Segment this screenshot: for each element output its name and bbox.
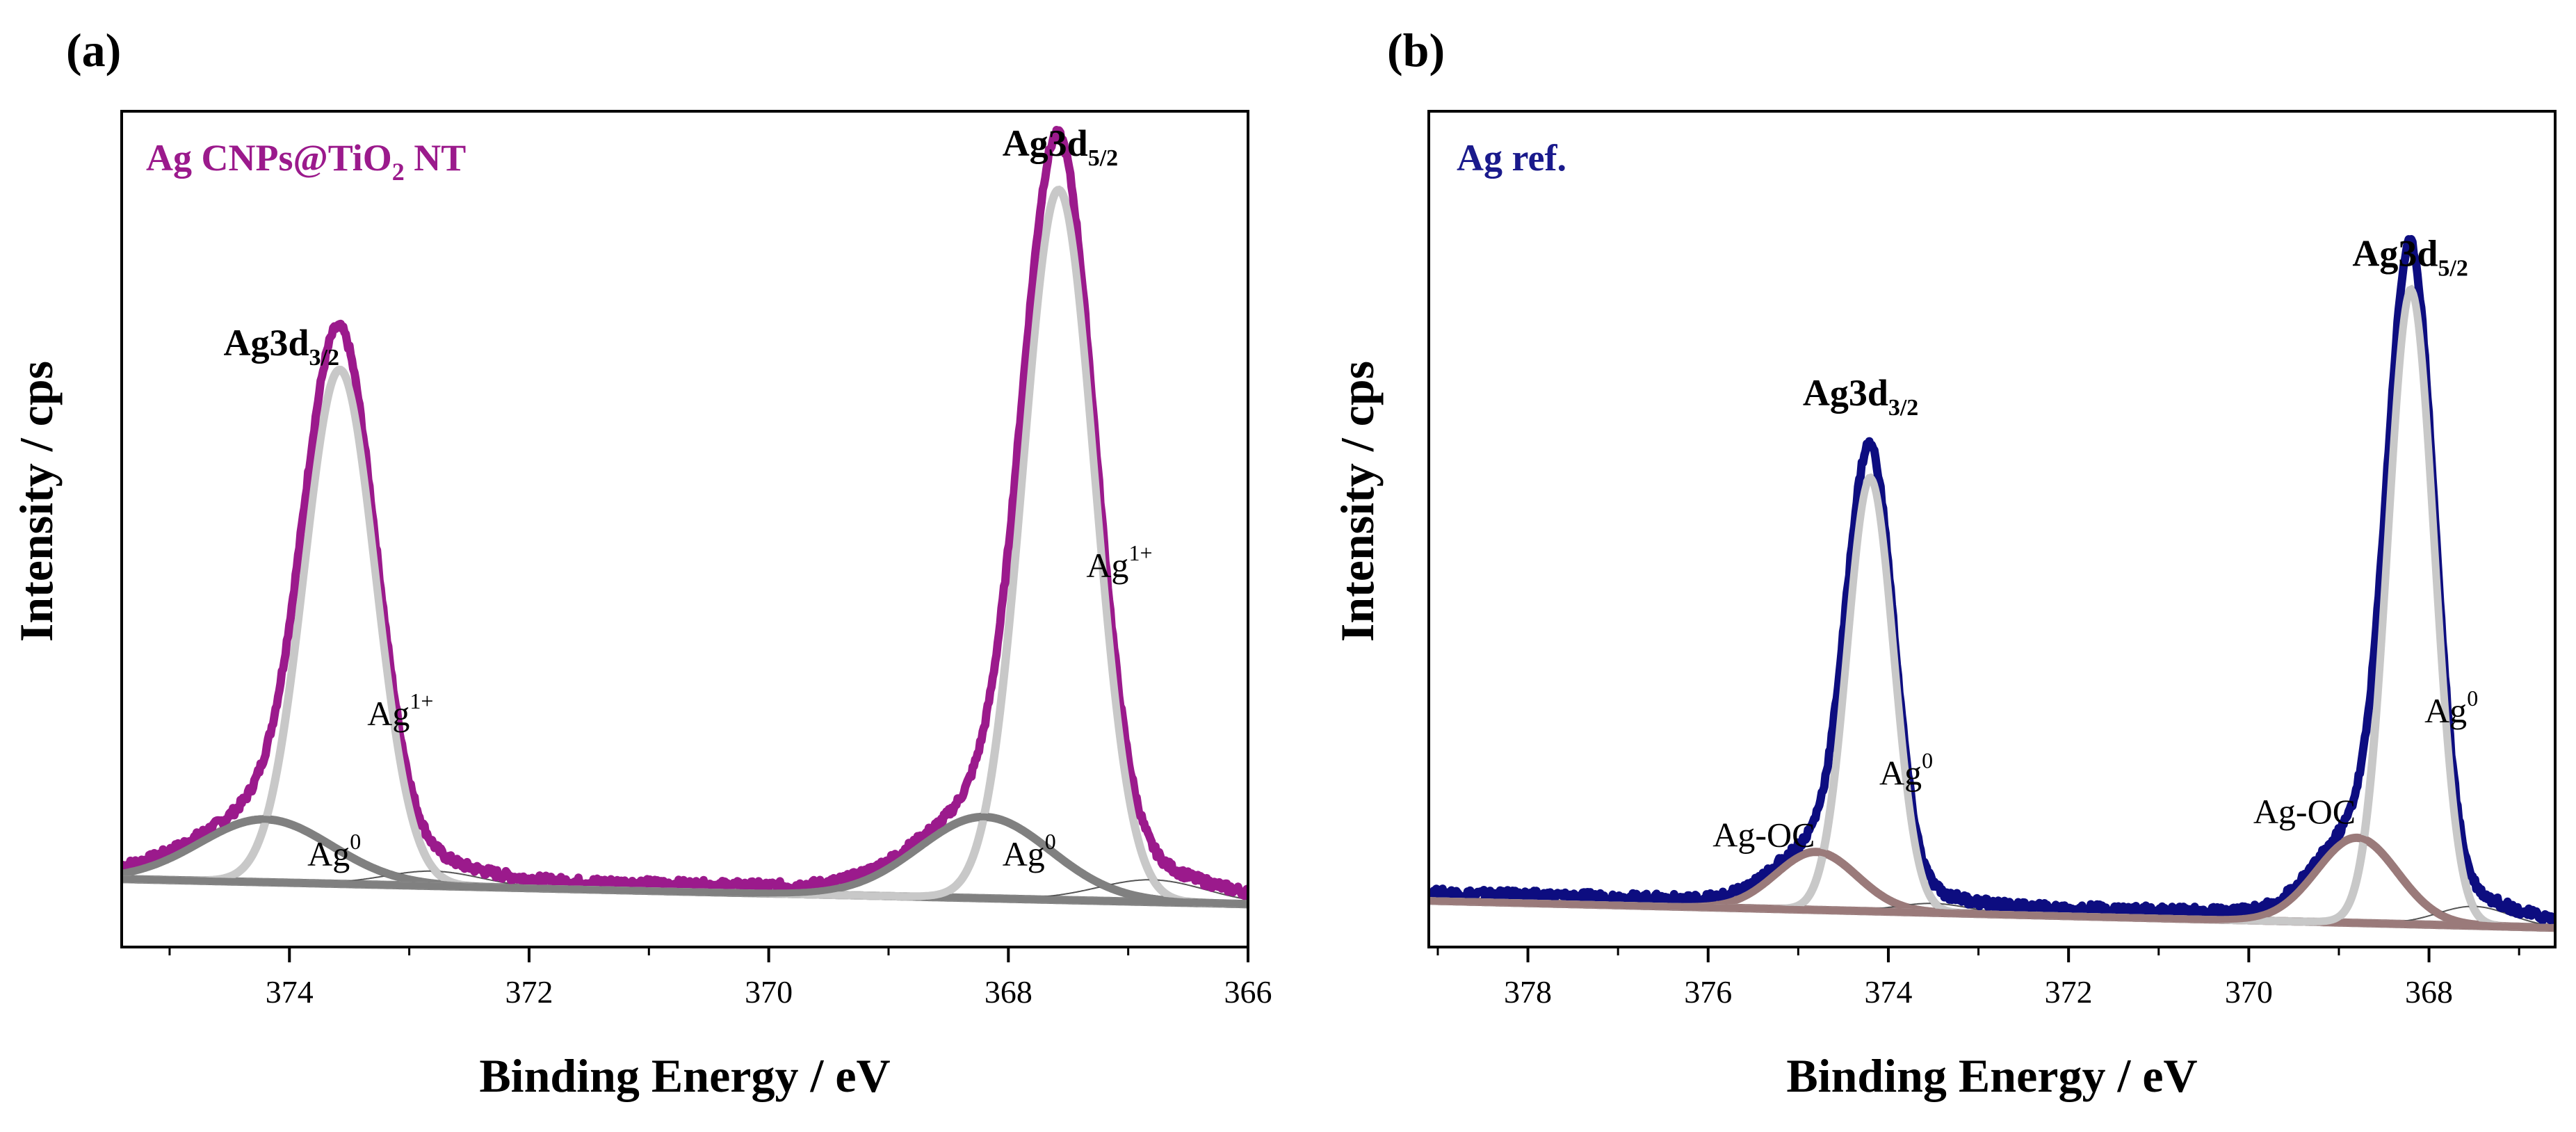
x-tick-label: 366: [1224, 974, 1272, 1010]
component-peak-top-3: [1429, 834, 2555, 932]
x-tick-label: 378: [1504, 974, 1552, 1010]
peak-annotation: Ag0: [1879, 747, 1933, 792]
x-tick-label: 368: [985, 974, 1032, 1010]
x-tick-label: 374: [1864, 974, 1912, 1010]
peak-annotation: Ag1+: [1086, 540, 1152, 585]
y-axis-label: Intensity / cps: [1331, 361, 1384, 642]
peak-annotation: Ag0: [1003, 829, 1056, 873]
x-axis-label: Binding Energy / eV: [1786, 1049, 2197, 1102]
component-peak-top-2: [122, 186, 1248, 908]
axes-frame: [1427, 110, 2557, 948]
x-tick-label: 368: [2405, 974, 2453, 1010]
plot-area: [122, 126, 1248, 909]
peak-annotation: Ag3d5/2: [1003, 122, 1118, 171]
measured-spectrum: [122, 126, 1248, 900]
x-tick-label: 374: [266, 974, 314, 1010]
x-tick-label: 370: [745, 974, 793, 1010]
peak-annotation: Ag-OC: [2253, 792, 2356, 831]
panel-label: (b): [1387, 24, 1445, 76]
peak-annotation: Ag-OC: [1712, 815, 1815, 854]
measured-spectrum: [1429, 235, 2555, 925]
plot-area: [1429, 235, 2555, 932]
peak-annotation: Ag0: [307, 829, 361, 873]
x-axis-label: Binding Energy / eV: [479, 1049, 890, 1102]
x-tick-label: 372: [2045, 974, 2093, 1010]
peak-annotation: Ag3d5/2: [2352, 233, 2468, 282]
panel-b: 378 376 374 372 370 368 Binding Energy / eV Int…: [1331, 24, 2557, 1102]
sample-label: Ag CNPs@TiO2 NT: [146, 137, 466, 186]
y-axis-label: Intensity / cps: [10, 361, 63, 642]
x-tick-label: 372: [505, 974, 553, 1010]
peak-annotation: Ag3d3/2: [223, 322, 339, 371]
panel-label: (a): [66, 24, 121, 76]
peak-annotation: Ag3d3/2: [1803, 372, 1918, 421]
x-tick-label: 370: [2225, 974, 2273, 1010]
panel-a: 374 372 370 368 366 Binding Energy / eV Intens…: [10, 24, 1272, 1102]
component-peak-top-2: [1429, 285, 2555, 932]
peak-annotation: Ag1+: [367, 688, 433, 733]
x-tick-label: 376: [1684, 974, 1732, 1010]
axes-frame: [120, 110, 1249, 948]
component-peak-top-3: [122, 813, 1248, 908]
peak-annotation: Ag0: [2424, 686, 2478, 730]
sample-label: Ag ref.: [1457, 137, 1566, 179]
